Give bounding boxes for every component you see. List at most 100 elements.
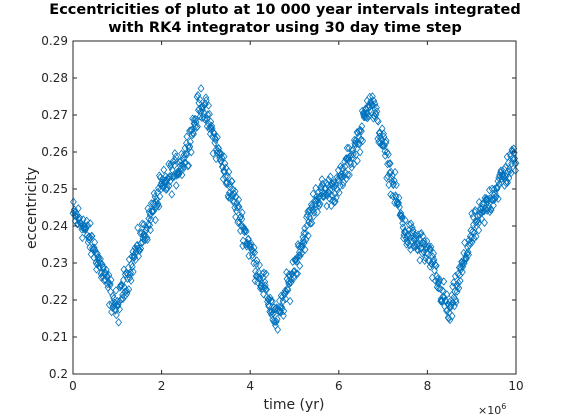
data-point <box>267 296 275 306</box>
data-point <box>272 317 280 326</box>
data-point <box>436 275 444 284</box>
data-point <box>458 258 466 267</box>
data-point <box>221 159 229 168</box>
data-point <box>325 175 333 185</box>
x-tick-label: 10 <box>508 379 523 393</box>
data-point <box>475 225 483 235</box>
data-point <box>299 235 307 245</box>
data-point <box>127 268 134 277</box>
data-point <box>261 277 269 287</box>
data-point <box>437 294 445 304</box>
data-point <box>293 257 301 266</box>
data-point <box>104 279 111 289</box>
data-point <box>483 195 491 204</box>
data-point <box>212 135 220 145</box>
data-point <box>143 223 150 232</box>
data-point <box>135 252 142 261</box>
data-point <box>407 219 415 228</box>
data-point <box>123 289 131 298</box>
data-point <box>385 150 392 159</box>
data-point <box>452 297 460 307</box>
data-point <box>499 170 507 179</box>
data-point <box>317 183 325 192</box>
data-point <box>284 285 292 295</box>
data-point <box>374 117 382 126</box>
chart-title-line-1: Eccentricities of pluto at 10 000 year i… <box>49 2 521 18</box>
data-point <box>395 198 402 208</box>
data-point <box>494 183 501 192</box>
data-point <box>114 300 122 309</box>
data-point <box>206 109 213 119</box>
data-point <box>302 235 310 244</box>
data-point <box>103 271 111 281</box>
data-point <box>201 114 208 124</box>
data-point <box>86 219 94 228</box>
data-point <box>310 212 317 221</box>
data-point <box>348 163 356 172</box>
x-tick-label: 4 <box>246 379 254 393</box>
data-point <box>129 267 137 277</box>
data-point <box>373 103 380 112</box>
data-point <box>124 269 132 279</box>
data-point <box>356 147 364 157</box>
data-point <box>256 260 263 270</box>
data-point <box>172 181 180 190</box>
data-point <box>282 287 290 296</box>
data-point <box>486 185 493 195</box>
data-point <box>315 198 322 208</box>
data-point <box>384 159 391 169</box>
data-point <box>335 188 343 197</box>
data-point <box>326 194 333 203</box>
data-point <box>366 92 374 102</box>
data-point <box>511 154 519 163</box>
data-point <box>231 187 239 196</box>
data-point <box>478 199 486 209</box>
data-point <box>131 252 138 262</box>
data-point <box>232 212 239 222</box>
data-point <box>368 100 376 110</box>
data-point <box>185 161 193 170</box>
data-point <box>337 162 344 171</box>
data-point <box>192 115 200 124</box>
y-tick-label: 0.25 <box>41 182 68 196</box>
data-point <box>93 265 100 274</box>
data-point <box>392 180 400 190</box>
data-point <box>116 305 123 314</box>
data-point <box>147 225 154 235</box>
data-point <box>82 223 90 233</box>
x-exponent-power: 6 <box>501 402 506 411</box>
data-point <box>440 293 448 302</box>
data-point <box>406 240 414 250</box>
data-point <box>399 223 407 232</box>
data-point <box>507 168 515 178</box>
data-point <box>138 219 146 229</box>
x-axis-ticks: 0 2 4 6 8 10 <box>69 41 524 393</box>
data-point <box>282 294 290 304</box>
data-point <box>79 215 87 224</box>
data-point <box>144 204 152 213</box>
data-point <box>152 215 159 225</box>
data-point <box>345 143 353 153</box>
data-point <box>112 286 120 295</box>
data-point <box>380 129 387 138</box>
data-point <box>250 243 258 253</box>
data-point <box>426 245 434 254</box>
data-point <box>107 275 115 285</box>
data-point <box>251 248 259 257</box>
data-point <box>183 132 191 141</box>
data-point <box>447 299 455 309</box>
data-point <box>260 268 268 277</box>
data-point <box>203 114 211 124</box>
y-axis-ticks: 0.2 0.21 0.22 0.23 0.24 0.25 0.26 0.27 0.28 0.29 <box>41 34 516 381</box>
data-point <box>184 161 192 171</box>
data-point <box>310 208 318 217</box>
data-point <box>180 150 188 160</box>
data-point <box>88 231 96 241</box>
data-point <box>163 183 171 192</box>
y-tick-label: 0.27 <box>41 108 68 122</box>
data-point <box>383 173 391 183</box>
data-point <box>301 223 309 233</box>
data-point <box>355 126 363 136</box>
